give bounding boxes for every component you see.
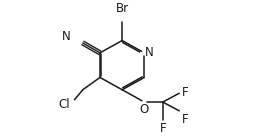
Text: Br: Br (116, 2, 129, 15)
Text: Cl: Cl (58, 98, 70, 111)
Text: N: N (145, 46, 154, 59)
Text: F: F (182, 86, 188, 99)
Text: F: F (182, 112, 188, 125)
Text: F: F (159, 122, 166, 135)
Text: O: O (140, 103, 149, 116)
Text: N: N (62, 30, 71, 43)
